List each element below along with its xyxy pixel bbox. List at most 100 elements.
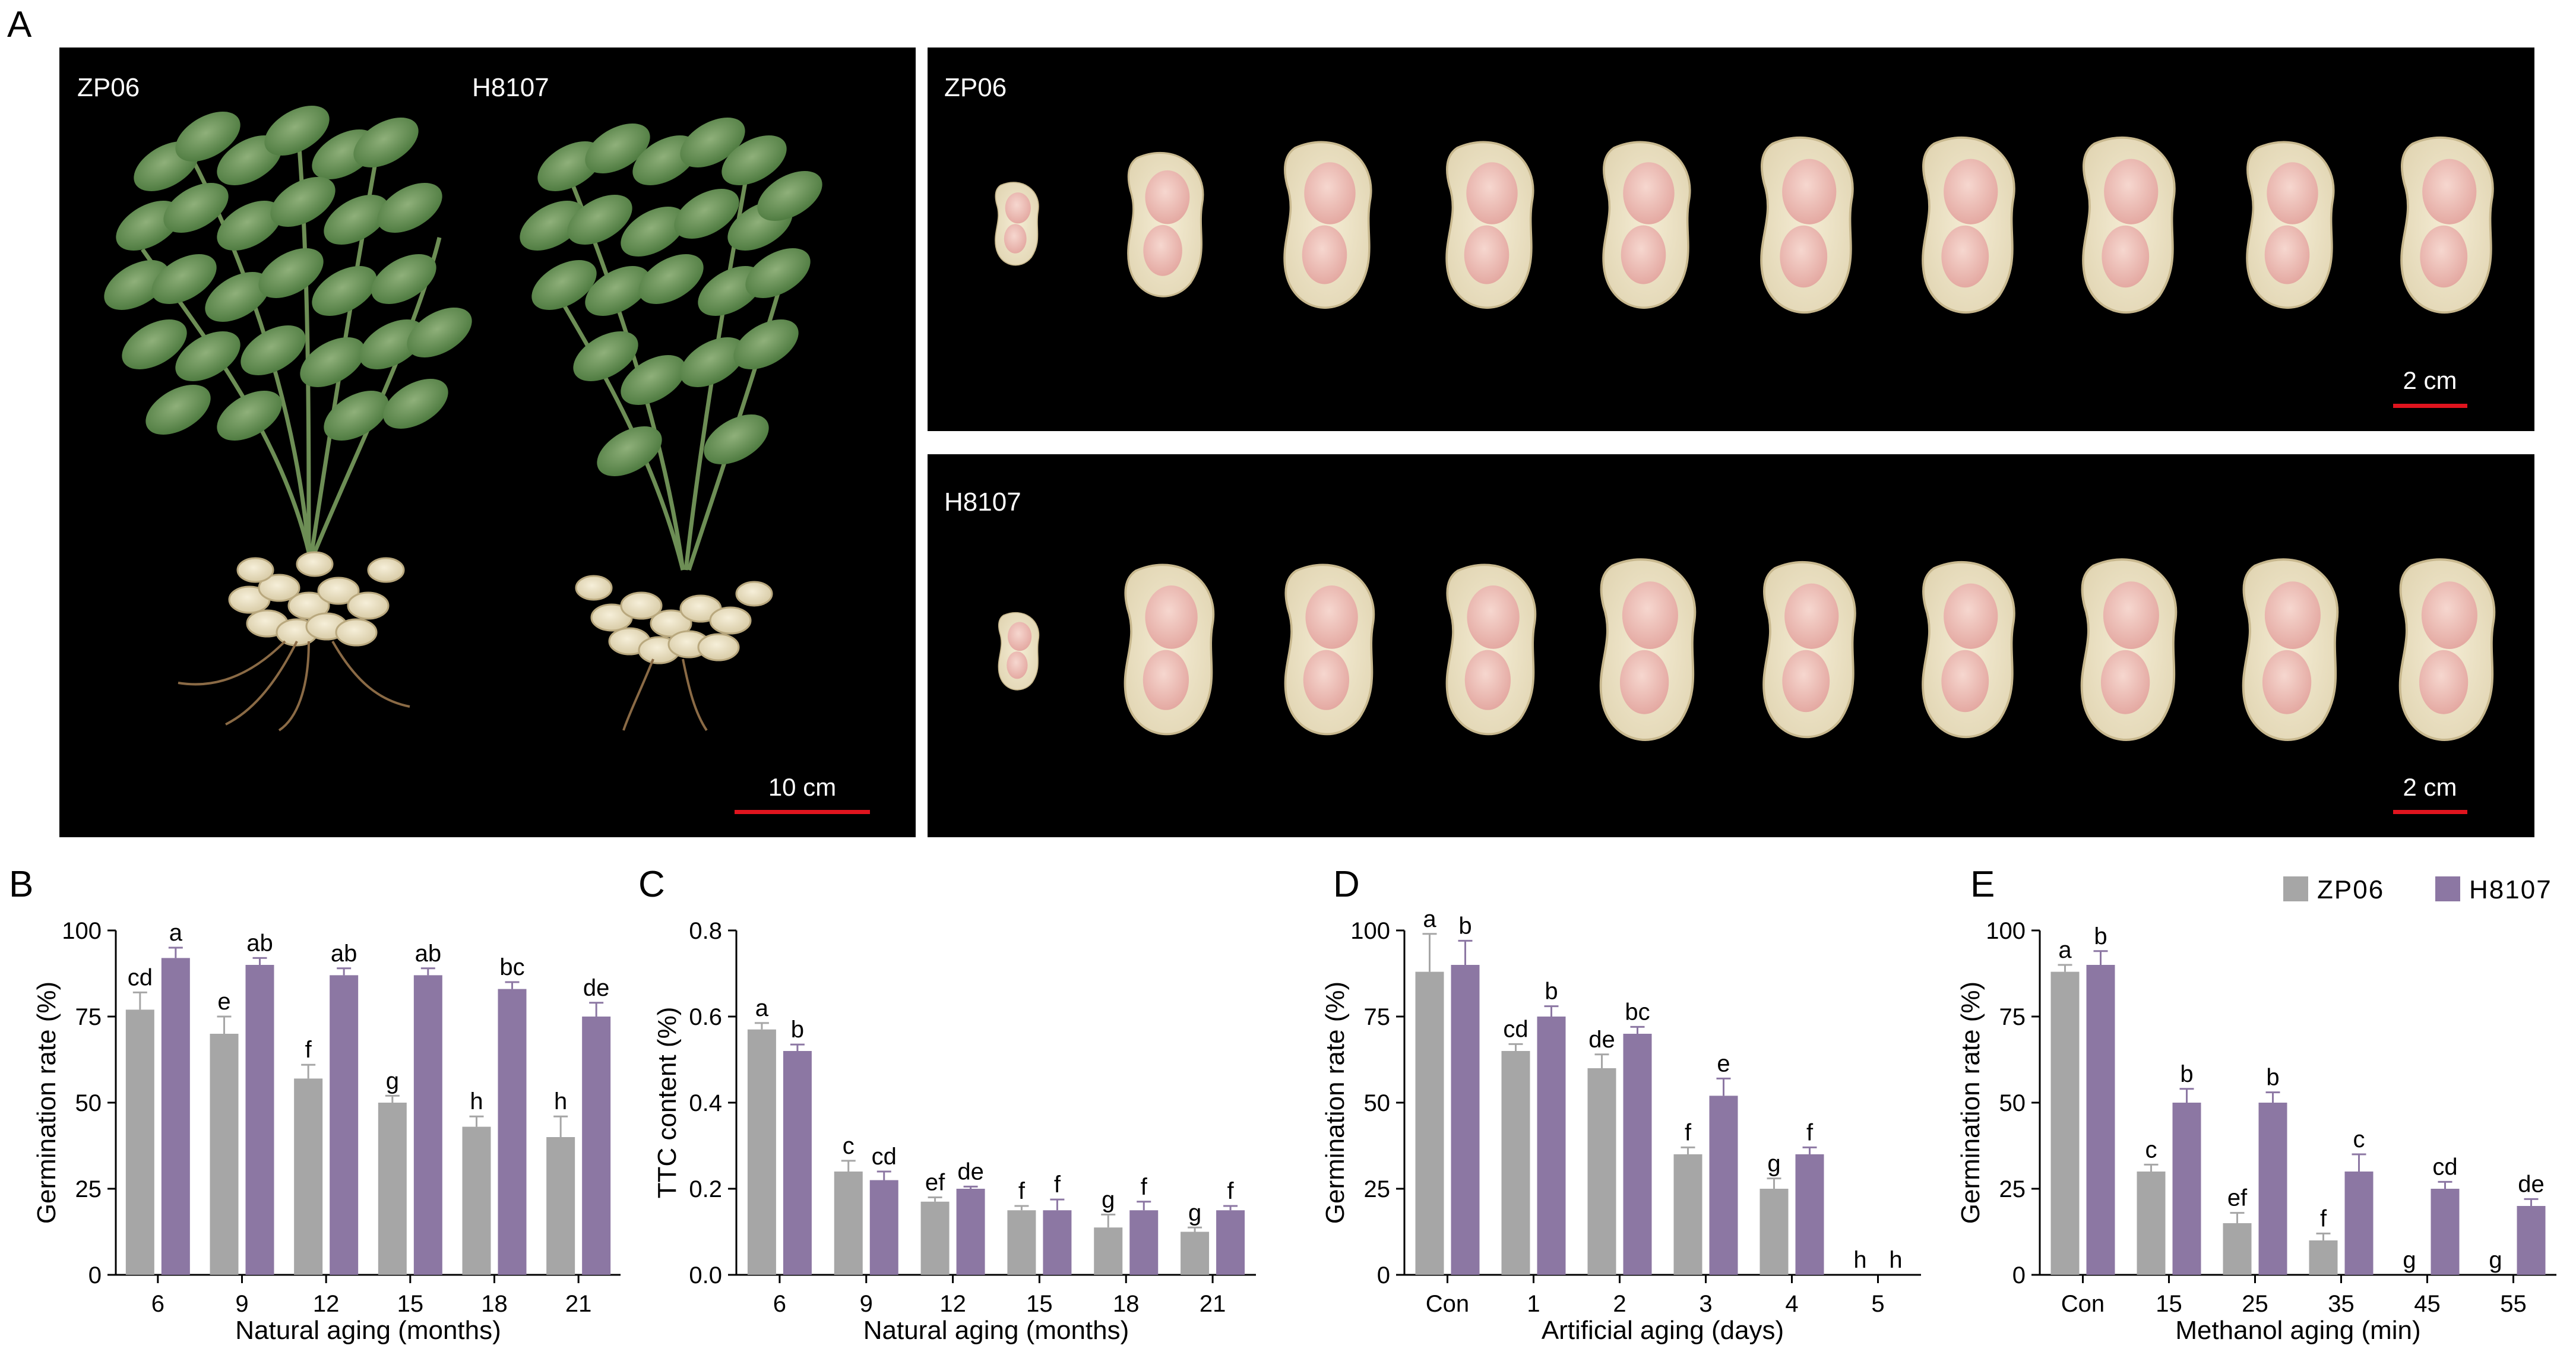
bar-c-zp06-15 bbox=[1007, 1210, 1036, 1275]
y-tick-label-b: 25 bbox=[75, 1176, 102, 1202]
x-tick-label-e: 35 bbox=[2328, 1291, 2355, 1317]
y-tick-label-c: 0.0 bbox=[689, 1262, 722, 1288]
bar-e-zp06-Con bbox=[2050, 971, 2080, 1275]
bar-d-h8107-Con bbox=[1451, 965, 1480, 1275]
sig-label-d-h8107: b bbox=[1545, 979, 1558, 1005]
y-tick-label-d: 25 bbox=[1364, 1176, 1391, 1202]
x-tick-label-b: 9 bbox=[235, 1291, 248, 1317]
x-axis-title-d: Artificial aging (days) bbox=[1542, 1316, 1784, 1345]
sig-label-b-h8107: ab bbox=[415, 941, 442, 967]
bar-e-zp06-15 bbox=[2137, 1172, 2166, 1275]
bar-c-zp06-6 bbox=[747, 1029, 776, 1275]
sig-label-b-zp06: f bbox=[305, 1037, 312, 1063]
plant-scale-bar bbox=[735, 810, 870, 814]
legend-label-h8107: H8107 bbox=[2469, 875, 2552, 904]
bar-b-h8107-12 bbox=[330, 975, 359, 1275]
bar-c-h8107-12 bbox=[956, 1189, 985, 1275]
bar-d-h8107-4 bbox=[1795, 1154, 1824, 1275]
sig-label-c-zp06: g bbox=[1188, 1199, 1201, 1226]
x-tick-label-e: 25 bbox=[2242, 1291, 2268, 1317]
sig-label-c-zp06: ef bbox=[925, 1170, 945, 1196]
sig-label-e-h8107: b bbox=[2266, 1065, 2279, 1091]
bar-b-h8107-9 bbox=[245, 965, 274, 1275]
sig-label-e-h8107: b bbox=[2094, 923, 2107, 949]
bar-d-zp06-2 bbox=[1587, 1068, 1616, 1275]
sig-label-b-h8107: ab bbox=[246, 930, 273, 956]
bar-e-h8107-35 bbox=[2344, 1172, 2374, 1275]
legend-swatch-h8107 bbox=[2435, 876, 2460, 901]
sig-label-d-h8107: e bbox=[1717, 1050, 1730, 1077]
sig-label-c-h8107: f bbox=[1141, 1174, 1148, 1200]
y-tick-label-d: 50 bbox=[1364, 1090, 1391, 1116]
sig-label-e-zp06: a bbox=[2058, 937, 2072, 963]
sig-label-b-zp06: g bbox=[386, 1068, 399, 1094]
y-axis-title-e: Germination rate (%) bbox=[1956, 982, 1985, 1224]
bar-c-h8107-6 bbox=[783, 1051, 812, 1275]
sig-label-e-zp06: ef bbox=[2227, 1185, 2248, 1211]
y-axis-title-c: TTC content (%) bbox=[653, 1007, 682, 1199]
plant-scale-label: 10 cm bbox=[768, 773, 836, 801]
sig-label-d-h8107: b bbox=[1458, 913, 1471, 939]
bar-c-zp06-12 bbox=[920, 1201, 950, 1275]
sig-label-c-h8107: f bbox=[1054, 1172, 1061, 1198]
x-axis-title-b: Natural aging (months) bbox=[235, 1316, 501, 1345]
pods-h8107-scale-label: 2 cm bbox=[2403, 773, 2457, 801]
bar-d-zp06-1 bbox=[1501, 1051, 1530, 1275]
legend-label-zp06: ZP06 bbox=[2317, 875, 2384, 904]
sig-label-d-h8107: bc bbox=[1625, 999, 1650, 1025]
x-tick-label-b: 15 bbox=[397, 1291, 424, 1317]
bar-d-h8107-1 bbox=[1537, 1017, 1566, 1275]
panel-letter-a: A bbox=[7, 4, 32, 45]
panel-letter-d: D bbox=[1333, 864, 1360, 905]
sig-label-c-zp06: f bbox=[1018, 1178, 1026, 1204]
sig-label-d-zp06: de bbox=[1588, 1027, 1615, 1053]
x-tick-label-c: 21 bbox=[1200, 1291, 1226, 1317]
sig-label-e-h8107: c bbox=[2353, 1126, 2365, 1153]
panel-letter-b: B bbox=[9, 864, 33, 905]
bar-b-h8107-18 bbox=[498, 989, 527, 1275]
y-tick-label-b: 0 bbox=[88, 1262, 102, 1288]
x-tick-label-c: 9 bbox=[860, 1291, 873, 1317]
sig-label-b-zp06: h bbox=[470, 1088, 483, 1115]
sig-label-d-h8107: h bbox=[1889, 1247, 1902, 1273]
sig-label-c-h8107: b bbox=[791, 1017, 804, 1043]
sig-label-d-zp06: f bbox=[1685, 1119, 1692, 1145]
y-axis-title-b: Germination rate (%) bbox=[32, 982, 61, 1224]
x-tick-label-b: 6 bbox=[151, 1291, 164, 1317]
sig-label-e-zp06: c bbox=[2145, 1136, 2157, 1163]
sig-label-d-zp06: cd bbox=[1503, 1016, 1528, 1042]
x-tick-label-d: 4 bbox=[1785, 1291, 1798, 1317]
bar-b-zp06-18 bbox=[462, 1126, 491, 1275]
sig-label-e-zp06: g bbox=[2489, 1247, 2502, 1273]
y-axis-title-d: Germination rate (%) bbox=[1321, 982, 1350, 1224]
bar-b-h8107-21 bbox=[582, 1017, 611, 1275]
y-tick-label-b: 100 bbox=[62, 918, 102, 944]
pods-zp06-scale-label: 2 cm bbox=[2403, 366, 2457, 394]
plant-label-zp06: ZP06 bbox=[77, 73, 140, 102]
bar-b-zp06-15 bbox=[378, 1103, 407, 1275]
y-tick-label-c: 0.8 bbox=[689, 918, 722, 944]
sig-label-e-h8107: b bbox=[2180, 1061, 2193, 1087]
bar-e-h8107-25 bbox=[2258, 1103, 2287, 1275]
pods-label-h8107: H8107 bbox=[944, 487, 1021, 517]
sig-label-b-zp06: h bbox=[554, 1088, 567, 1115]
bar-b-h8107-15 bbox=[413, 975, 442, 1275]
bar-d-zp06-Con bbox=[1415, 971, 1444, 1275]
pods-label-zp06: ZP06 bbox=[944, 73, 1007, 102]
x-axis-title-e: Methanol aging (min) bbox=[2175, 1316, 2420, 1345]
x-tick-label-b: 12 bbox=[313, 1291, 340, 1317]
sig-label-e-h8107: cd bbox=[2432, 1154, 2457, 1180]
y-tick-label-c: 0.6 bbox=[689, 1004, 722, 1030]
y-tick-label-d: 100 bbox=[1350, 918, 1390, 944]
sig-label-c-h8107: f bbox=[1227, 1178, 1235, 1204]
y-tick-label-e: 25 bbox=[1999, 1176, 2026, 1202]
pods-zp06-scale-bar bbox=[2393, 404, 2467, 408]
sig-label-d-zp06: a bbox=[1423, 906, 1436, 932]
x-axis-title-c: Natural aging (months) bbox=[863, 1316, 1129, 1345]
sig-label-c-h8107: de bbox=[957, 1158, 984, 1185]
bar-d-zp06-4 bbox=[1759, 1189, 1789, 1275]
sig-label-c-h8107: cd bbox=[872, 1144, 897, 1170]
y-tick-label-b: 75 bbox=[75, 1004, 102, 1030]
y-tick-label-e: 100 bbox=[1986, 918, 2026, 944]
x-tick-label-e: 45 bbox=[2414, 1291, 2441, 1317]
